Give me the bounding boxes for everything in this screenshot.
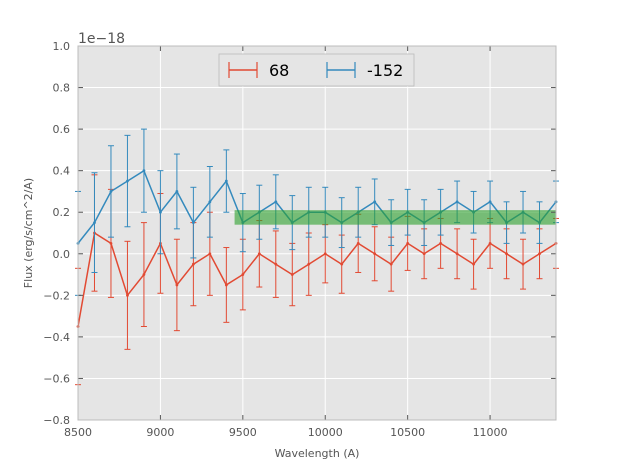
data-point	[538, 252, 541, 256]
data-point	[175, 190, 179, 193]
data-point	[389, 262, 393, 266]
legend: 68 -152	[218, 53, 415, 87]
data-point	[109, 190, 113, 193]
data-point	[142, 273, 146, 276]
data-point	[274, 200, 278, 204]
data-point	[126, 179, 129, 183]
data-point	[472, 262, 475, 266]
x-tick-labels: 8500 9000 9500 10000 10500 11000	[64, 426, 508, 439]
y-tick-label: 0.2	[53, 206, 71, 219]
legend-items: 68 -152	[228, 61, 403, 80]
y-tick-label: −0.8	[43, 414, 70, 427]
data-point	[373, 200, 377, 204]
y-tick-label: 1.0	[53, 40, 71, 53]
data-point	[505, 252, 508, 256]
data-point	[159, 210, 162, 214]
y-tick-label: −0.4	[43, 331, 70, 344]
x-tick-label: 8500	[64, 426, 92, 439]
data-point	[257, 252, 261, 256]
y-tick-label: 0.0	[53, 248, 71, 261]
y-axis-label: Flux (erg/s/cm^2/A)	[22, 178, 35, 288]
plot-area	[78, 46, 556, 420]
data-point	[323, 252, 327, 256]
x-axis-label: Wavelength (A)	[275, 447, 360, 460]
legend-item-68: 68	[228, 61, 289, 80]
x-tick-label: 9500	[229, 426, 257, 439]
data-point	[290, 273, 294, 276]
x-tick-label: 10000	[308, 426, 343, 439]
y-tick-label: −0.6	[43, 372, 70, 385]
legend-item--152: -152	[326, 61, 403, 80]
data-point	[224, 179, 228, 183]
data-point	[241, 273, 245, 276]
fit-band	[234, 210, 556, 225]
data-point	[224, 283, 228, 287]
y-tick-label: 0.6	[53, 123, 71, 136]
y-offset-label: 1e−18	[78, 31, 125, 47]
y-tick-label: −0.2	[43, 289, 70, 302]
x-tick-label: 11000	[473, 426, 508, 439]
data-point	[488, 200, 492, 204]
series-line-68	[77, 231, 557, 327]
data-point	[422, 252, 426, 256]
data-point	[208, 200, 212, 204]
y-tick-labels: −0.8 −0.6 −0.4 −0.2 0.0 0.2 0.4 0.6 0.8 1.0	[43, 40, 70, 427]
x-tick-label: 9000	[146, 426, 174, 439]
data-point	[175, 283, 179, 287]
data-point	[521, 262, 525, 266]
data-point	[191, 262, 195, 266]
data-point	[191, 221, 195, 225]
data-point	[356, 241, 360, 245]
data-point	[208, 252, 212, 256]
y-tick-label: 0.4	[53, 165, 71, 178]
x-tick-label: 10500	[390, 426, 425, 439]
legend-label: -152	[367, 61, 403, 80]
data-point	[93, 221, 96, 225]
data-point	[488, 241, 492, 245]
data-point	[126, 293, 129, 297]
legend-label: 68	[269, 61, 289, 80]
grid	[77, 45, 556, 421]
data-point	[109, 241, 113, 245]
data-point	[439, 241, 443, 245]
y-tick-label: 0.8	[53, 82, 71, 95]
data-point	[373, 252, 377, 256]
data-point	[455, 200, 459, 204]
band-layer	[234, 210, 556, 225]
data-point	[307, 262, 311, 266]
data-point	[274, 262, 278, 266]
data-point	[406, 241, 410, 245]
data-point	[142, 169, 146, 173]
data-point	[340, 262, 344, 266]
plot-frame	[77, 45, 557, 421]
data-point	[455, 252, 459, 256]
